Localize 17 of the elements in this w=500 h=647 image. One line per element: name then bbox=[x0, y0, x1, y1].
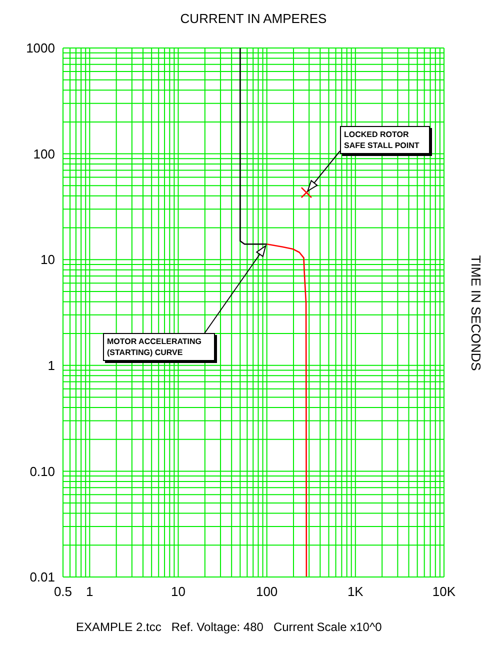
y-tick-label: 0.10 bbox=[30, 464, 55, 479]
y-axis-title: TIME IN SECONDS bbox=[468, 254, 484, 370]
y-tick-label: 0.01 bbox=[30, 570, 55, 585]
y-tick-label: 1 bbox=[48, 358, 55, 374]
y-tick-label: 100 bbox=[33, 146, 55, 162]
y-tick-label: 10 bbox=[40, 252, 55, 268]
x-tick-label: 100 bbox=[256, 584, 278, 600]
x-tick-label: 10K bbox=[432, 584, 456, 600]
x-tick-label: 10 bbox=[171, 584, 186, 600]
x-tick-label: 0.5 bbox=[54, 584, 72, 600]
annotation: MOTOR ACCELERATING (STARTING) CURVE bbox=[103, 333, 215, 361]
x-tick-label: 1K bbox=[347, 584, 364, 600]
text: EXAMPLE 2.tcc Ref. Voltage: 480 Current Scale x10^0 bbox=[76, 620, 382, 634]
chart-title: CURRENT IN AMPERES bbox=[179, 11, 328, 26]
x-tick-label: 1 bbox=[86, 584, 94, 600]
annotation: LOCKED ROTOR SAFE STALL POINT bbox=[340, 126, 430, 154]
y-tick-label: 1000 bbox=[26, 40, 55, 56]
